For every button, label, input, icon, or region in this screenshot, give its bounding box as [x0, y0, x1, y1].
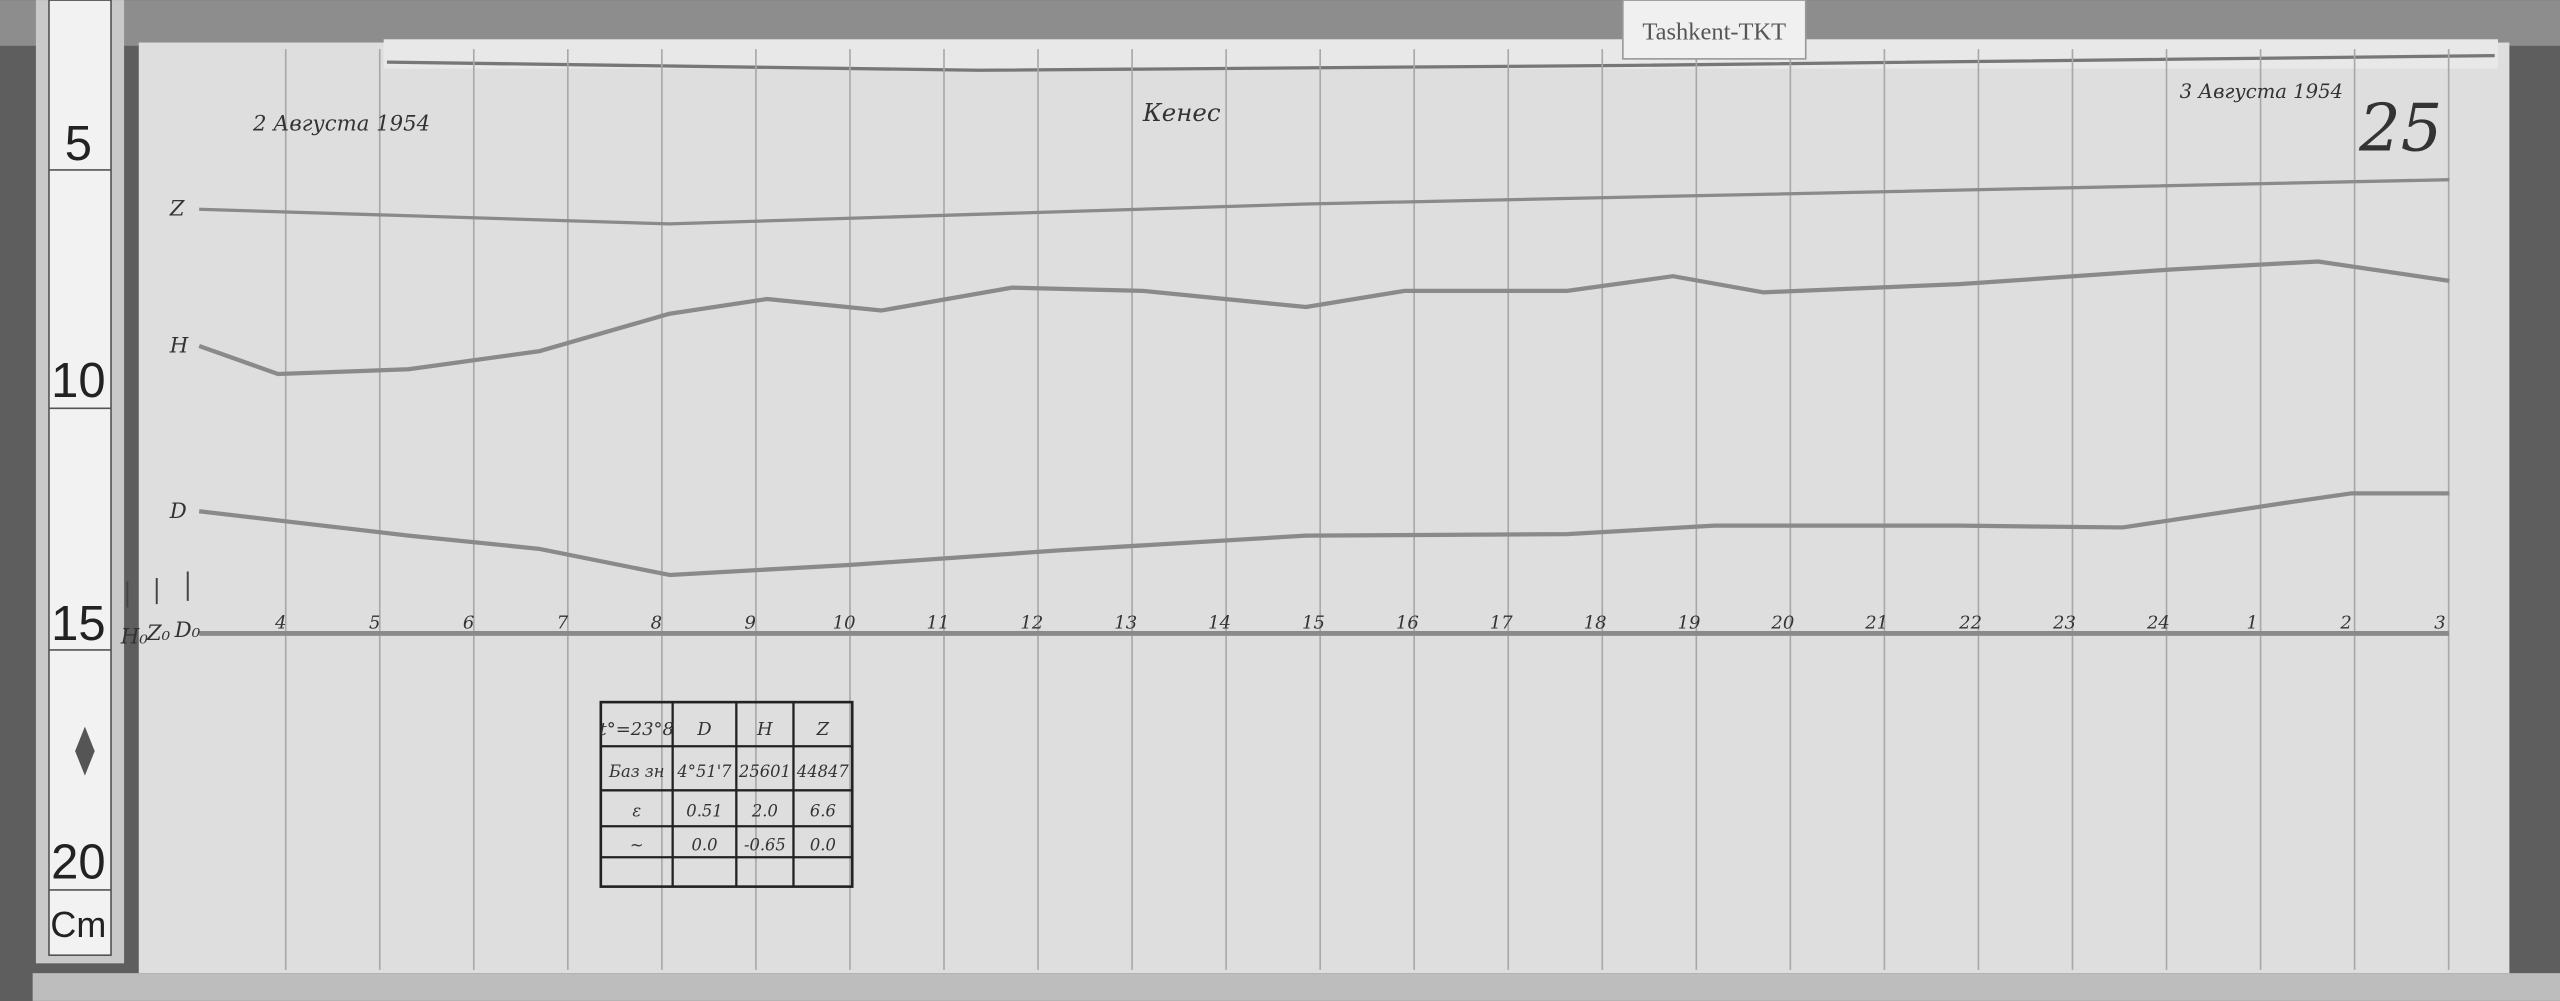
table-cell: -0.65	[744, 836, 786, 855]
hour-tick-label: 4	[274, 613, 286, 634]
paper-sheet	[138, 42, 2510, 974]
trace-label-d: D	[169, 499, 187, 524]
hour-tick-label: 6	[463, 613, 474, 634]
chart-title: Кенес	[1142, 98, 1221, 127]
end-date: 3 Августа 1954	[2180, 80, 2343, 103]
baseline-label-h: H₀	[120, 624, 149, 649]
ruler-mark-5: 5	[65, 117, 92, 171]
hour-tick-label: 9	[744, 613, 755, 634]
sheet-number: 25	[2358, 90, 2442, 166]
hour-tick-label: 10	[833, 613, 856, 634]
hour-tick-label: 18	[1584, 613, 1607, 634]
traces: Z H D	[169, 178, 2450, 578]
hour-tick-labels: 4 5 6 7 8 9 10 11 12 13 14 15 16 17 18 19 20 21 22 23 24 1 2 3	[274, 613, 2446, 634]
hour-tick-label: 17	[1490, 613, 1513, 634]
hour-tick-label: 8	[651, 613, 662, 634]
baseline-label-d: D₀	[174, 618, 201, 643]
table-cell: Баз зн	[608, 762, 664, 781]
hour-tick-label: 15	[1302, 613, 1325, 634]
table-cell: 0.0	[810, 836, 836, 855]
trace-label-h: H	[169, 334, 189, 359]
table-cell: ~	[630, 836, 644, 855]
hour-tick-label: 12	[1020, 613, 1043, 634]
hour-tick-label: 16	[1396, 613, 1419, 634]
hour-tick-label: 23	[2052, 613, 2076, 634]
hour-tick-label: 21	[1864, 613, 1888, 634]
hour-tick-label: 2	[2339, 613, 2351, 634]
hour-tick-label: 1	[2247, 613, 2258, 634]
hour-tick-label: 11	[927, 613, 950, 634]
trace-h	[198, 259, 2450, 377]
baseline-label-z: Z₀	[146, 621, 171, 646]
grid-lines	[284, 49, 2450, 970]
table-header-cell: t°=23°8	[600, 719, 674, 740]
hour-tick-label: 3	[2434, 613, 2445, 634]
table-header-cell: Z	[816, 719, 830, 740]
hour-tick-label: 13	[1114, 613, 1137, 634]
hour-tick-label: 14	[1208, 613, 1231, 634]
top-edge-line	[386, 53, 2495, 72]
table-cell: 44847	[796, 762, 850, 781]
table-header-cell: D	[696, 719, 711, 740]
trace-label-z: Z	[169, 197, 186, 222]
bottom-strip	[32, 973, 2560, 1001]
table-cell: ε	[632, 801, 641, 820]
top-board	[0, 0, 2560, 46]
table-cell: 0.0	[692, 836, 718, 855]
ruler-mark-20: 20	[51, 835, 105, 889]
hour-tick-label: 5	[369, 613, 380, 634]
hour-tick-label: 20	[1770, 613, 1794, 634]
top-strip	[383, 39, 2498, 69]
hour-tick-label: 22	[1958, 613, 1982, 634]
trace-d	[198, 491, 2450, 578]
baseline-values-table: t°=23°8 D H Z Баз зн 4°51'7 25601 44847 ε 0.51 2.0…	[599, 700, 854, 888]
ruler-mark-10: 10	[51, 354, 105, 408]
ruler-mark-15: 15	[51, 597, 105, 651]
hour-tick-label: 7	[557, 613, 569, 634]
table-cell: 2.0	[751, 801, 778, 820]
ruler: 5 10 15 20 Cm	[35, 0, 125, 964]
ruler-unit: Cm	[50, 904, 106, 945]
table-cell: 25601	[738, 762, 791, 781]
arrow-up-icons	[126, 571, 189, 608]
station-label: Tashkent-TKT	[1622, 0, 1807, 60]
hour-tick-label: 24	[2146, 613, 2170, 634]
hour-tick-label: 19	[1678, 613, 1701, 634]
start-date: 2 Августа 1954	[252, 112, 430, 137]
table-cell: 6.6	[810, 801, 836, 820]
table-cell: 4°51'7	[676, 762, 732, 781]
table-header-cell: H	[756, 719, 773, 740]
station-label-text: Tashkent-TKT	[1642, 18, 1786, 45]
trace-z	[199, 178, 2450, 226]
table-cell: 0.51	[686, 801, 722, 820]
